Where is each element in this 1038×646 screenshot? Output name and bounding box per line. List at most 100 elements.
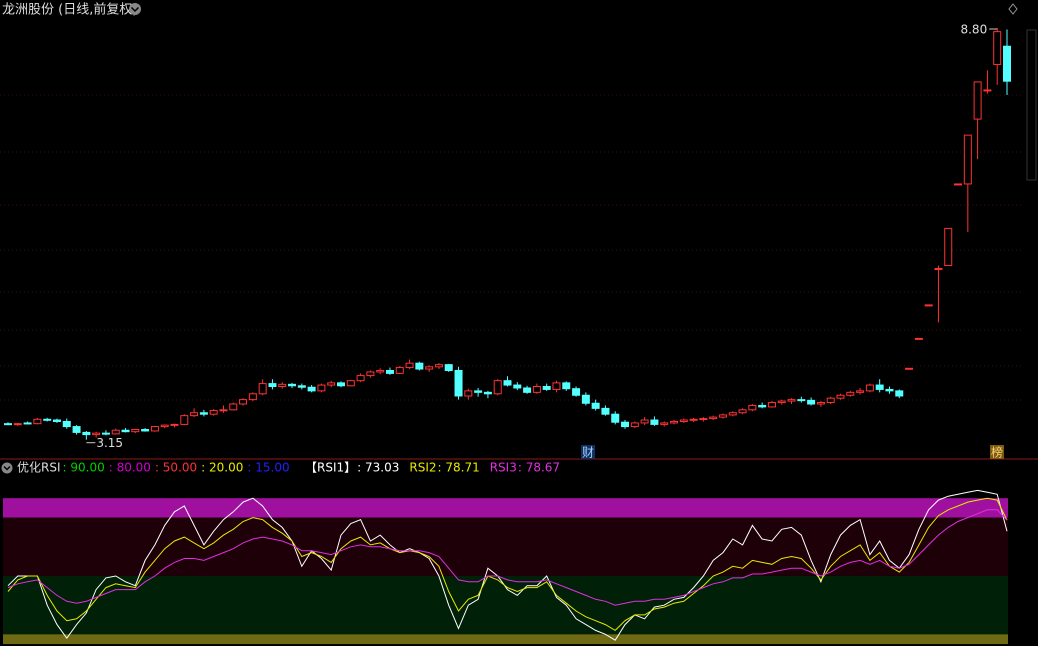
title-menu[interactable] [129, 3, 141, 15]
candle-body [327, 382, 336, 386]
candle-body [337, 382, 345, 387]
level-label: : 90.00 [63, 461, 105, 475]
candle-body [248, 393, 257, 401]
candle-body [934, 267, 943, 270]
candle-body [464, 390, 473, 397]
event-marker: 财 [582, 446, 594, 460]
event-marker-box [990, 445, 1004, 459]
legend-value: : 78.71 [438, 461, 480, 475]
candle-body [62, 420, 71, 428]
candle-body [875, 384, 884, 390]
candle-body [72, 426, 81, 433]
candle-body [983, 89, 992, 92]
candle-body [552, 382, 561, 390]
candle-body [640, 419, 649, 424]
candle-body [268, 383, 277, 388]
rsi-line [7, 509, 1008, 606]
candle-body [346, 380, 355, 387]
candle-body [415, 362, 424, 370]
legend-value: : 73.03 [357, 461, 399, 475]
candle-body [503, 380, 512, 386]
candle-body [914, 337, 923, 340]
candle-body [111, 429, 120, 435]
candle-body [621, 421, 630, 428]
candle-body [52, 419, 61, 422]
level-label: : 80.00 [109, 461, 151, 475]
min-label: 3.15 [96, 436, 123, 450]
candle-body [385, 369, 394, 374]
candle-body [180, 415, 189, 425]
candle-body [905, 367, 914, 370]
indicator-menu[interactable] [1, 462, 13, 474]
candle-body [885, 388, 894, 392]
candle-body [748, 404, 757, 411]
candle-body [160, 424, 169, 428]
stock-title: 龙洲股份 (日线,前复权) [2, 2, 137, 18]
candle-body [170, 423, 179, 426]
candle-body [434, 364, 443, 368]
candle-body [523, 387, 532, 393]
candle-body [807, 399, 816, 405]
candle-body [288, 383, 297, 387]
candle-body [258, 383, 267, 395]
candle-body [601, 407, 610, 415]
candle-body [376, 369, 385, 373]
candle-body [239, 399, 248, 405]
candle-body [513, 384, 522, 389]
candle-body [356, 375, 365, 382]
candle-body [425, 366, 434, 370]
level-label: : 15.00 [247, 461, 289, 475]
candle-body [483, 391, 492, 395]
indicator-title: 优化RSI [17, 461, 61, 475]
side-scroll[interactable] [1026, 29, 1037, 181]
candle-body [82, 431, 91, 436]
candle-body [963, 134, 972, 185]
candle-body [444, 364, 453, 371]
candle-body [650, 419, 659, 425]
candle-body [278, 383, 287, 388]
diamond-icon[interactable] [1008, 3, 1018, 15]
candle-body [973, 81, 982, 120]
event-marker: 榜 [991, 445, 1003, 460]
candle-body [121, 429, 130, 433]
candle-body [718, 414, 727, 418]
candle-body [689, 418, 698, 421]
legend-name: 【RSI1】 [305, 461, 356, 475]
candle-body [895, 390, 904, 397]
candle-body [865, 384, 874, 392]
candle-body [630, 422, 639, 428]
candle-body [562, 382, 571, 390]
candle-body [13, 423, 22, 426]
candle-body [43, 418, 52, 421]
candle-body [395, 367, 404, 374]
candle-body [141, 428, 150, 432]
candle-body [209, 410, 218, 415]
event-marker-box [581, 445, 595, 459]
max-label: 8.80 [960, 23, 987, 37]
candle-body [92, 432, 101, 436]
level-band [3, 575, 1008, 635]
level-label: : 20.00 [201, 461, 243, 475]
candle-body [366, 371, 375, 377]
candle-body [229, 403, 238, 411]
candle-body [738, 409, 747, 414]
indicator-menu-icon [3, 466, 11, 471]
candle-body [758, 404, 767, 408]
candle-body [1003, 45, 1011, 82]
level-label: : 50.00 [155, 461, 197, 475]
candle-body [846, 391, 855, 396]
level-band [3, 634, 1008, 645]
candle-body [816, 402, 825, 405]
candle-body [297, 385, 306, 388]
candle-body [454, 369, 463, 397]
legend-name: RSI3 [490, 461, 517, 475]
candle-body [767, 402, 776, 408]
legend-name: RSI2 [409, 461, 436, 475]
candle-body [33, 418, 42, 425]
candle-body [405, 362, 414, 369]
candle-body [150, 426, 159, 432]
candle-body [944, 227, 953, 267]
candle-body [572, 388, 581, 396]
candle-body [611, 413, 620, 423]
